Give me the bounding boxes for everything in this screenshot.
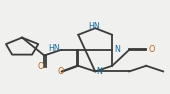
Text: N: N [97, 67, 103, 76]
Text: O: O [38, 62, 44, 71]
Text: HN: HN [88, 22, 100, 31]
Text: HN: HN [49, 44, 60, 53]
Text: N: N [114, 45, 120, 54]
Text: O: O [58, 67, 64, 76]
Text: O: O [148, 45, 155, 54]
